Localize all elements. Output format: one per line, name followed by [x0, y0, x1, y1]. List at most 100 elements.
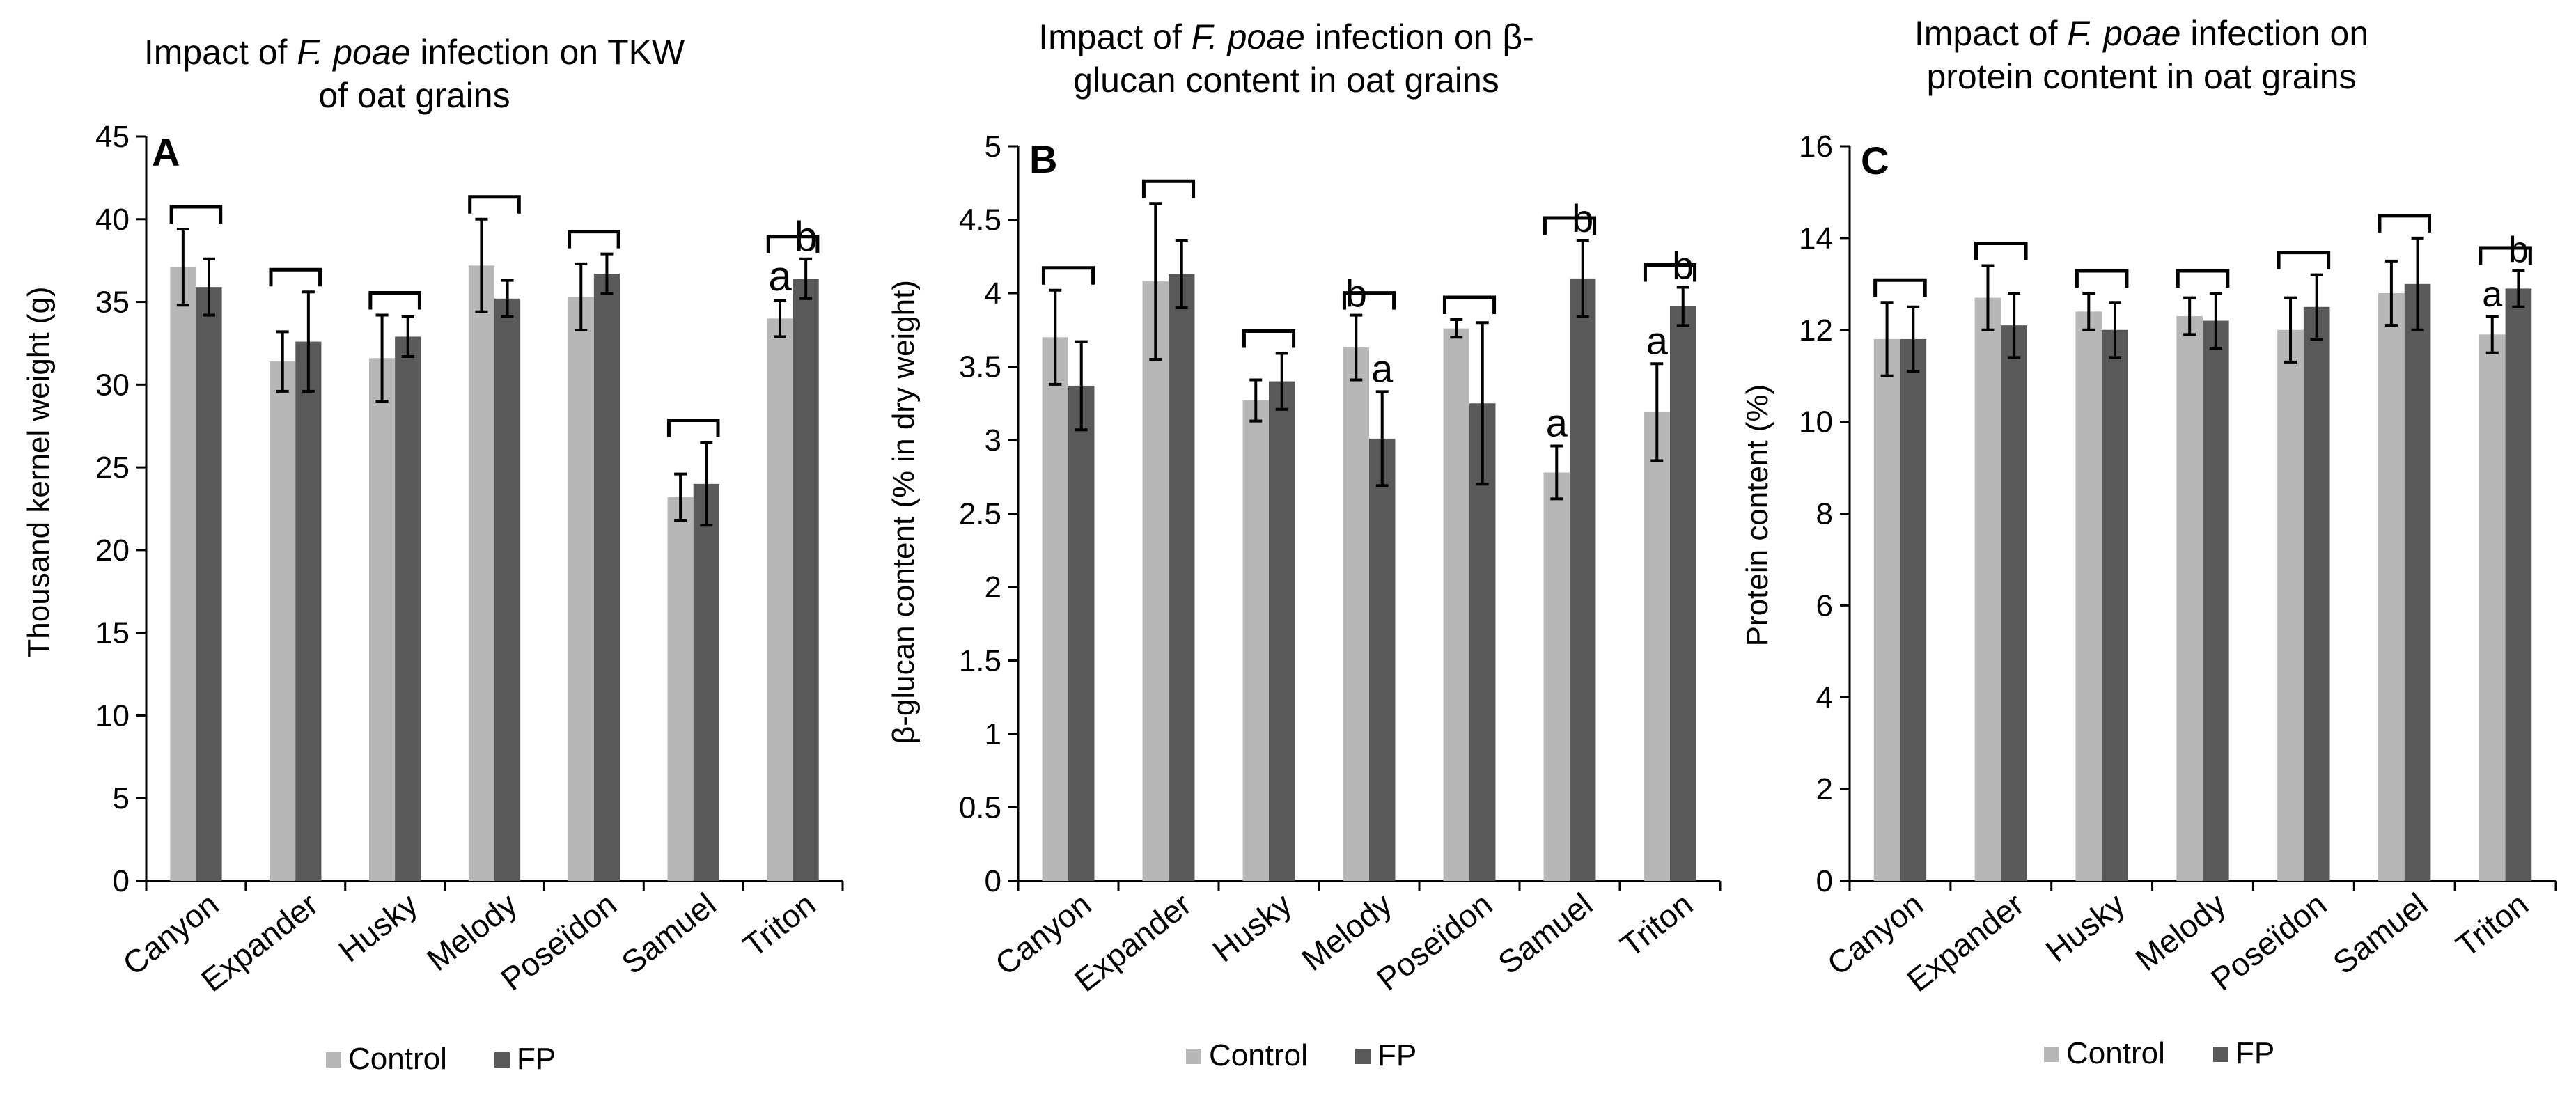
panel-b-ytick-label: 0.5 — [959, 791, 1001, 825]
panel-b-significance-letter: b — [1672, 244, 1694, 288]
panel-b-bar-fp — [1369, 438, 1396, 881]
panel-c-significance-bracket — [2479, 246, 2532, 265]
panel-c-bar-fp — [2203, 320, 2229, 881]
panel-b-ytick-label: 4 — [985, 276, 1001, 311]
panel-a-title-line2: of oat grains — [318, 76, 510, 115]
panel-b-legend-control-label: Control — [1209, 1038, 1308, 1072]
panel-a-bar-fp — [494, 298, 521, 881]
panel-b-significance-bracket — [1041, 266, 1095, 285]
panel-c-bar-fp — [2404, 283, 2431, 881]
panel-c-significance-letter: b — [2508, 230, 2529, 270]
panel-c-significance-bracket — [1974, 241, 2028, 260]
panel-c-title-line1: Impact of F. poae infection on — [1914, 14, 2368, 53]
panel-b-significance-letter: a — [1546, 400, 1568, 444]
panel-a-ytick-label: 25 — [95, 451, 130, 485]
panel-a-significance-bracket — [766, 235, 820, 253]
panel-b-significance-bracket — [1242, 329, 1296, 348]
panel-a-label: A — [152, 130, 180, 174]
panel-b-legend-fp-swatch — [1355, 1049, 1371, 1064]
panel-a-bar-control — [568, 297, 594, 881]
panel-a-ytick-label: 15 — [95, 616, 130, 650]
panel-b-ytick-label: 4.5 — [959, 203, 1001, 237]
panel-a-bar-fp — [593, 274, 620, 881]
panel-a-legend-control-swatch — [326, 1052, 341, 1068]
panel-a-significance-bracket — [666, 418, 720, 437]
panel-a-bar-fp — [395, 336, 421, 881]
panel-c-legend-fp-label: FP — [2235, 1036, 2274, 1070]
panel-a-bar-control — [468, 265, 494, 881]
panel-c-bar-fp — [2102, 329, 2128, 881]
panel-a-category-label: Samuel — [615, 886, 723, 981]
panel-c-significance-letter: a — [2482, 274, 2502, 315]
panel-b-label: B — [1029, 137, 1057, 181]
panel-c-significance-bracket — [2075, 269, 2129, 288]
panel-a-chart: Impact of F. poae infection on TKW of oa… — [22, 33, 844, 1076]
panel-b-title-species: F. poae — [1192, 17, 1305, 56]
panel-b-ytick-label: 3 — [985, 423, 1001, 458]
panel-c-legend-control-label: Control — [2066, 1036, 2165, 1070]
panel-a-ytick-label: 20 — [95, 533, 130, 568]
panel-b-significance-letter: a — [1371, 346, 1394, 390]
panel-a-significance-bracket — [368, 291, 421, 310]
panel-c-bar-fp — [2303, 306, 2330, 881]
panel-b-ylabel: β-glucan content (% in dry weight) — [887, 280, 921, 744]
panel-b-ytick-label: 1.5 — [959, 644, 1001, 678]
panel-c-significance-bracket — [2277, 251, 2331, 269]
panel-a-significance-bracket — [468, 195, 521, 214]
panel-a-bar-control — [369, 358, 396, 881]
panel-c-ytick-label: 6 — [1816, 588, 1833, 623]
panel-b-legend-control-swatch — [1186, 1049, 1201, 1064]
panel-c-title-species: F. poae — [2067, 14, 2180, 53]
panel-a-title-pre: Impact of — [144, 33, 297, 72]
panel-a-legend-fp-swatch — [494, 1052, 510, 1068]
panel-a-legend: Control FP — [326, 1042, 556, 1076]
panel-b-ytick-label: 0 — [985, 864, 1001, 898]
panel-a-bar-fp — [693, 483, 719, 881]
panel-c-title-pre: Impact of — [1914, 14, 2068, 53]
panel-a-significance-letter: a — [768, 253, 792, 299]
panel-c-title-post: infection on — [2181, 14, 2369, 53]
panel-a-legend-control-label: Control — [348, 1042, 447, 1076]
panel-b-category-label: Samuel — [1491, 886, 1599, 981]
panel-c-bar-control — [2277, 329, 2304, 881]
panel-c-bar-control — [2479, 334, 2506, 881]
panel-b-significance-bracket — [1141, 179, 1196, 198]
panel-a-ytick-label: 30 — [95, 368, 130, 402]
panel-a-significance-bracket — [269, 267, 322, 287]
panel-c-bar-fp — [2505, 288, 2532, 881]
panel-c-category-label: Triton — [2449, 886, 2535, 964]
panel-b-bar-fp — [1068, 385, 1095, 881]
panel-c-legend: Control FP — [2044, 1036, 2274, 1070]
panel-b-significance-bracket — [1442, 295, 1497, 314]
panel-b-bar-control — [1242, 400, 1269, 881]
panel-a-bar-control — [767, 318, 793, 881]
panel-a-ylabel: Thousand kernel weight (g) — [22, 286, 56, 657]
panel-c-bar-control — [1873, 338, 1900, 881]
panel-c-ytick-label: 4 — [1816, 680, 1833, 714]
panel-b-legend: Control FP — [1186, 1038, 1416, 1072]
panel-b-bar-control — [1543, 472, 1570, 881]
panel-b-significance-letter: b — [1572, 196, 1593, 240]
panel-c-bar-fp — [1900, 338, 1927, 881]
panel-b-title-post: infection on β- — [1305, 17, 1534, 56]
panel-c-significance-bracket — [2378, 214, 2431, 233]
panel-a-ytick-label: 40 — [95, 203, 130, 237]
panel-b-significance-bracket — [1543, 216, 1597, 235]
panel-b-significance-letter: b — [1345, 272, 1367, 315]
panel-b-title-line1: Impact of F. poae infection on β- — [1038, 17, 1534, 56]
panel-c-legend-fp-swatch — [2213, 1047, 2228, 1062]
panel-a-significance-letter: b — [794, 213, 817, 260]
panel-a-ytick-label: 45 — [95, 120, 130, 154]
panel-a-title-line1: Impact of F. poae infection on TKW — [144, 33, 685, 72]
panel-c-category-label: Samuel — [2326, 886, 2434, 981]
panel-c-legend-control-swatch — [2044, 1047, 2059, 1062]
panel-c-title-line2: protein content in oat grains — [1926, 57, 2356, 96]
panel-a-category-label: Husky — [331, 886, 424, 969]
panel-b-chart: Impact of F. poae infection on β- glucan… — [887, 17, 1722, 1072]
panel-a-title-post: infection on TKW — [410, 33, 685, 72]
panel-b-category-label: Husky — [1205, 886, 1298, 969]
panel-a-ytick-label: 0 — [113, 864, 130, 898]
panel-c-label: C — [1861, 139, 1889, 182]
